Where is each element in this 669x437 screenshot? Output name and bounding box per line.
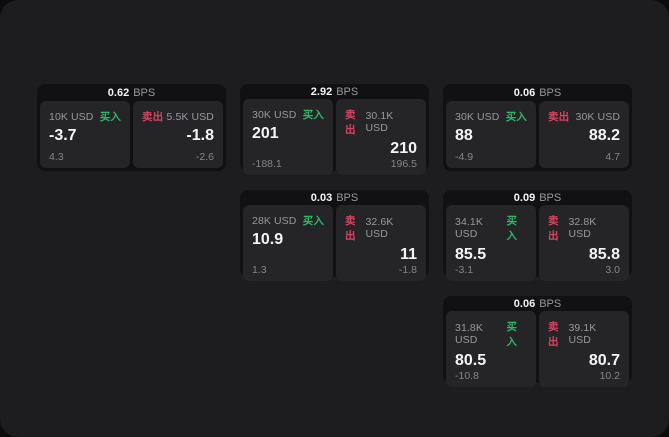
bps-value: 0.62	[107, 87, 130, 99]
bps-value: 0.06	[513, 87, 536, 99]
buy-label: 买入	[506, 215, 518, 242]
buy-label: 买入	[99, 111, 121, 123]
bps-header: 0.03 BPS	[240, 190, 429, 204]
buy-size: 34.1K USD	[455, 216, 483, 240]
quote-card[interactable]: 0.62 BPS 10K USD 买入 -3.7 4.3 卖出 5.5K USD	[37, 84, 226, 171]
buy-quote[interactable]: 10K USD 买入 -3.7 4.3	[40, 101, 130, 168]
sell-price: 210	[390, 140, 417, 157]
buy-size: 31.8K USD	[455, 322, 483, 346]
sell-size: 39.1K USD	[568, 322, 597, 346]
sell-price: 11	[400, 246, 417, 263]
sell-price: -1.8	[186, 127, 214, 144]
buy-quote[interactable]: 30K USD 买入 88 -4.9	[446, 101, 536, 168]
bps-value: 0.06	[513, 298, 536, 310]
buy-delta: -4.9	[455, 151, 474, 163]
sell-delta: -1.8	[398, 263, 417, 276]
sell-label: 卖出	[548, 321, 559, 348]
buy-label: 买入	[302, 109, 324, 121]
buy-size: 28K USD	[252, 214, 297, 227]
sell-price: 85.8	[588, 246, 620, 263]
buy-delta: -10.8	[455, 369, 479, 382]
buy-price: 88	[455, 127, 473, 144]
sell-delta: 196.5	[390, 157, 417, 170]
buy-size: 30K USD	[455, 110, 500, 123]
bps-value: 0.09	[513, 192, 536, 204]
buy-delta: 4.3	[49, 151, 64, 163]
sell-price: 80.7	[588, 352, 620, 369]
quote-card[interactable]: 2.92 BPS 30K USD 买入 201 -188.1 卖出 30.1K …	[240, 84, 429, 175]
sell-size: 30.1K USD	[365, 110, 394, 134]
sell-delta: 3.0	[605, 263, 620, 276]
sell-quote[interactable]: 卖出 30.1K USD 210 196.5	[336, 99, 426, 175]
buy-price: 80.5	[455, 352, 487, 369]
buy-price: 10.9	[252, 231, 284, 248]
sell-quote[interactable]: 卖出 39.1K USD 80.7 10.2	[539, 311, 629, 387]
sell-quote[interactable]: 卖出 5.5K USD -1.8 -2.6	[133, 101, 223, 168]
bps-header: 0.62 BPS	[37, 84, 226, 100]
buy-quote[interactable]: 34.1K USD 买入 85.5 -3.1	[446, 205, 536, 281]
sell-size: 5.5K USD	[166, 110, 214, 123]
buy-label: 买入	[302, 215, 324, 227]
buy-quote[interactable]: 31.8K USD 买入 80.5 -10.8	[446, 311, 536, 387]
bps-value: 0.03	[310, 192, 333, 204]
bps-header: 0.06 BPS	[443, 296, 632, 310]
sell-price: 88.2	[588, 127, 620, 144]
sell-delta: 4.7	[605, 151, 620, 163]
bps-header: 0.06 BPS	[443, 84, 632, 100]
sell-quote[interactable]: 卖出 32.6K USD 11 -1.8	[336, 205, 426, 281]
buy-quote[interactable]: 30K USD 买入 201 -188.1	[243, 99, 333, 175]
sell-size: 32.8K USD	[568, 216, 597, 240]
quote-card[interactable]: 0.06 BPS 31.8K USD 买入 80.5 -10.8 卖出 39.1…	[443, 296, 632, 387]
buy-size: 10K USD	[49, 110, 94, 123]
bps-header: 2.92 BPS	[240, 84, 429, 98]
sell-label: 卖出	[548, 215, 559, 242]
quote-cards-grid: 0.62 BPS 10K USD 买入 -3.7 4.3 卖出 5.5K USD	[37, 84, 632, 387]
sell-quote[interactable]: 卖出 30K USD 88.2 4.7	[539, 101, 629, 168]
quote-card[interactable]: 0.09 BPS 34.1K USD 买入 85.5 -3.1 卖出 32.8K…	[443, 190, 632, 281]
buy-label: 买入	[506, 321, 518, 348]
buy-delta: -3.1	[455, 263, 474, 276]
buy-delta: 1.3	[252, 263, 267, 276]
buy-label: 买入	[505, 111, 527, 123]
buy-price: -3.7	[49, 127, 77, 144]
sell-delta: 10.2	[599, 369, 620, 382]
buy-size: 30K USD	[252, 108, 297, 121]
bps-unit-label: BPS	[539, 87, 562, 99]
bps-unit-label: BPS	[133, 87, 156, 99]
buy-price: 201	[252, 125, 279, 142]
bps-unit-label: BPS	[539, 192, 562, 204]
buy-delta: -188.1	[252, 157, 282, 170]
bps-unit-label: BPS	[336, 192, 359, 204]
buy-quote[interactable]: 28K USD 买入 10.9 1.3	[243, 205, 333, 281]
sell-delta: -2.6	[195, 151, 214, 163]
sell-size: 32.6K USD	[365, 216, 394, 240]
sell-size: 30K USD	[575, 110, 620, 123]
quote-card[interactable]: 0.06 BPS 30K USD 买入 88 -4.9 卖出 30K USD	[443, 84, 632, 171]
sell-label: 卖出	[345, 109, 356, 136]
sell-label: 卖出	[345, 215, 356, 242]
buy-price: 85.5	[455, 246, 487, 263]
bps-unit-label: BPS	[336, 86, 359, 98]
bps-header: 0.09 BPS	[443, 190, 632, 204]
sell-quote[interactable]: 卖出 32.8K USD 85.8 3.0	[539, 205, 629, 281]
sell-label: 卖出	[142, 111, 164, 123]
bps-value: 2.92	[310, 86, 333, 98]
bps-unit-label: BPS	[539, 298, 562, 310]
quote-card[interactable]: 0.03 BPS 28K USD 买入 10.9 1.3 卖出 32.6K US…	[240, 190, 429, 281]
sell-label: 卖出	[548, 111, 570, 123]
